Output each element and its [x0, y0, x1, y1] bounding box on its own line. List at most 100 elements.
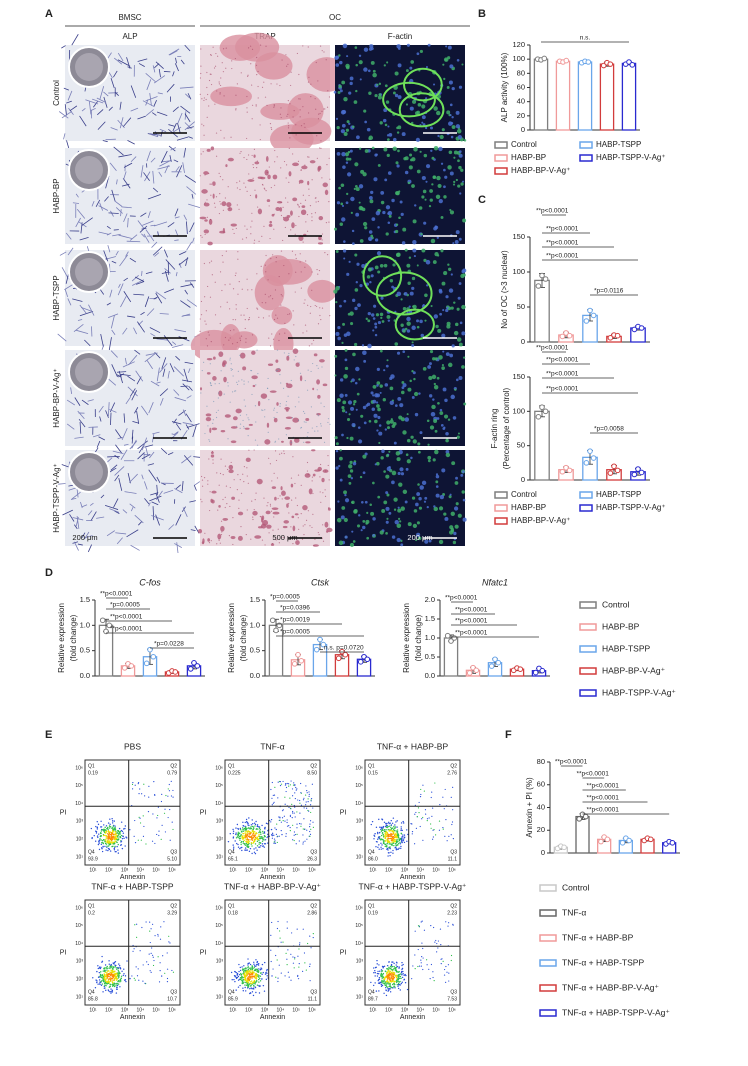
speck — [246, 137, 248, 140]
speck — [307, 473, 309, 475]
stain — [271, 486, 277, 489]
flow-event — [387, 855, 389, 857]
flow-event — [394, 836, 397, 839]
flow-event — [103, 839, 106, 841]
nucleus — [346, 55, 349, 58]
flow-event — [124, 975, 127, 977]
nucleus — [353, 187, 356, 191]
flow-event — [248, 827, 250, 829]
flow-event — [172, 828, 174, 831]
flow-event — [150, 971, 152, 974]
fiber — [72, 298, 83, 302]
flow-event — [257, 835, 260, 838]
flow-event — [256, 845, 259, 847]
flow-event — [292, 962, 295, 964]
nucleus — [349, 81, 353, 86]
nucleus — [454, 481, 459, 485]
nucleus — [356, 392, 360, 396]
micrograph — [58, 34, 196, 151]
speck — [292, 310, 294, 312]
stain — [316, 413, 321, 416]
flow-event — [108, 832, 110, 834]
nucleus — [436, 110, 441, 116]
nucleus — [375, 210, 381, 216]
stain — [205, 416, 212, 422]
flow-event — [252, 834, 254, 837]
flow-event — [231, 978, 233, 981]
fiber — [137, 452, 145, 460]
flow-event — [390, 835, 392, 838]
speck — [244, 405, 247, 407]
speck — [206, 216, 209, 218]
nucleus — [340, 202, 344, 206]
speck — [297, 517, 299, 519]
speck — [251, 500, 253, 502]
nucleus — [461, 490, 465, 494]
fiber — [175, 423, 182, 431]
nucleus — [338, 186, 341, 190]
nucleus — [351, 530, 354, 533]
speck — [236, 425, 238, 428]
legend-swatch — [579, 491, 593, 499]
y-tick-label: 0 — [541, 848, 545, 857]
flow-event — [104, 968, 106, 970]
nucleus — [389, 279, 394, 283]
nucleus — [366, 275, 371, 279]
nucleus — [397, 396, 402, 401]
flow-event — [150, 928, 152, 930]
fiber — [155, 292, 163, 304]
flow-event — [108, 841, 110, 843]
flow-event — [240, 973, 243, 976]
flow-event — [112, 825, 114, 827]
nucleus — [457, 432, 460, 435]
panel-letter: D — [45, 567, 53, 579]
speck — [329, 178, 331, 180]
fiber — [106, 232, 112, 236]
speck — [219, 542, 221, 544]
fiber — [75, 329, 89, 335]
nucleus — [427, 43, 431, 47]
flow-event — [167, 816, 169, 819]
speck — [241, 288, 243, 290]
nucleus — [387, 171, 392, 175]
flow-event — [100, 976, 103, 979]
micrograph — [333, 248, 467, 349]
nucleus — [463, 356, 466, 359]
flow-event — [391, 830, 393, 832]
flow-event — [115, 972, 117, 974]
nucleus — [362, 172, 367, 177]
fiber — [106, 530, 115, 537]
speck — [275, 256, 277, 259]
flow-event — [271, 781, 273, 784]
fiber — [155, 492, 160, 503]
speck — [272, 529, 274, 531]
speck — [224, 197, 226, 199]
flow-event — [105, 978, 108, 980]
flow-event — [245, 840, 247, 843]
flow-x-tick: 10¹ — [89, 867, 97, 873]
nucleus — [377, 495, 381, 499]
speck — [267, 431, 269, 433]
fiber — [161, 357, 167, 369]
actin-ring — [382, 81, 436, 118]
flow-event — [390, 833, 393, 836]
flow-dots — [370, 782, 454, 857]
flow-event — [151, 840, 154, 842]
micrograph — [65, 145, 201, 248]
stain — [247, 179, 255, 182]
speck — [294, 254, 297, 256]
flow-event — [422, 784, 424, 786]
fiber — [117, 283, 124, 296]
nucleus — [343, 96, 348, 102]
flow-event — [109, 966, 112, 968]
fiber — [138, 63, 145, 67]
speck — [231, 60, 233, 62]
flow-x-tick: 10¹ — [369, 867, 377, 873]
flow-event — [101, 983, 104, 985]
legend-swatch — [539, 934, 557, 942]
flow-event — [292, 824, 294, 826]
nucleus — [429, 350, 434, 354]
speck — [308, 156, 310, 158]
data-point — [607, 335, 614, 341]
significance-label: **p<0.0001 — [587, 795, 620, 802]
